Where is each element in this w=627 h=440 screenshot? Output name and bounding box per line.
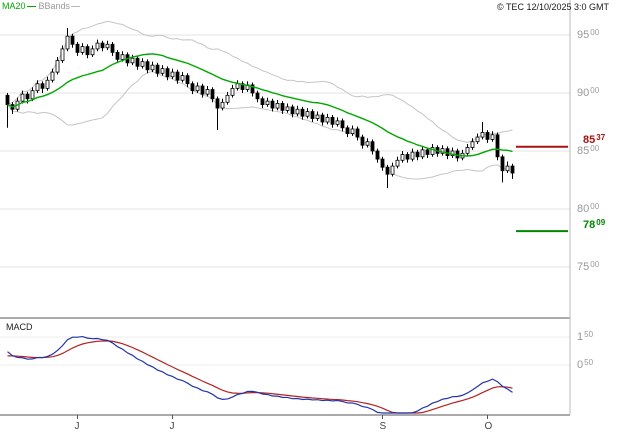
support-level-label: 7809: [583, 218, 606, 232]
chart-legend: MA20 BBands: [2, 1, 81, 11]
ma20-line-sample-icon: [26, 6, 36, 8]
tick-dec: 00: [590, 260, 600, 269]
tick-main: 1: [577, 331, 584, 343]
tick-main: 0: [577, 359, 584, 371]
tick-main: 80: [577, 203, 590, 215]
price-tick-label: 9500: [577, 28, 600, 42]
macd-panel-label: MACD: [6, 322, 33, 332]
tick-dec: 50: [584, 330, 594, 339]
tick-dec: 00: [590, 202, 600, 211]
legend-bbands-label: BBands: [38, 1, 71, 11]
tick-main: 78: [583, 219, 596, 232]
tick-main: 85: [583, 133, 596, 146]
price-tick-label: 9000: [577, 86, 600, 100]
resistance-level-label: 8537: [583, 132, 606, 147]
x-tick-label: J: [169, 421, 175, 432]
tick-dec: 00: [590, 28, 600, 37]
macd-tick-label: 150: [577, 330, 594, 344]
tick-dec: 00: [590, 144, 600, 153]
x-tick-label: S: [379, 421, 387, 432]
bbands-line-sample-icon: [71, 6, 81, 8]
x-tick-label: J: [74, 421, 80, 432]
tick-main: 95: [577, 29, 590, 41]
tick-main: 90: [577, 87, 590, 99]
tick-dec: 09: [596, 218, 606, 228]
tick-dec: 00: [590, 86, 600, 95]
x-tick-label: O: [484, 421, 493, 432]
tick-dec: 50: [584, 358, 594, 367]
tick-main: 85: [577, 145, 590, 157]
price-tick-label: 7500: [577, 260, 600, 274]
copyright-text: © TEC 12/10/2025 3:0 GMT: [496, 2, 609, 12]
tick-main: 75: [577, 261, 590, 273]
tick-dec: 37: [596, 132, 606, 142]
price-tick-label: 8500: [577, 144, 600, 158]
macd-tick-label: 050: [577, 358, 594, 372]
price-tick-label: 8000: [577, 202, 600, 216]
legend-ma20-label: MA20: [2, 1, 26, 11]
